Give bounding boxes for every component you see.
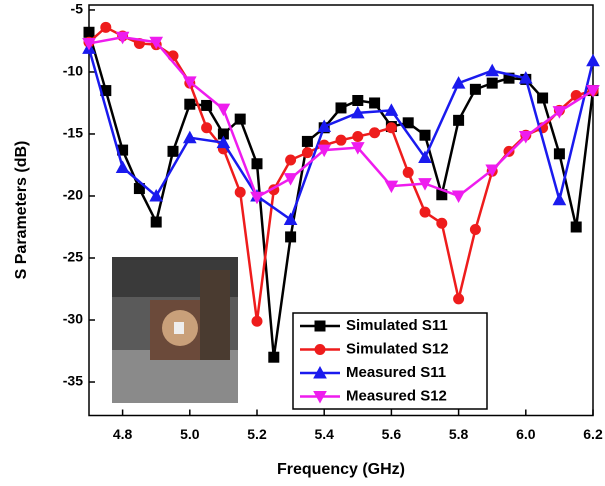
- marker: [485, 63, 500, 77]
- marker: [115, 31, 130, 45]
- marker: [385, 122, 397, 134]
- y-axis-label: S Parameters (dB): [13, 141, 30, 280]
- y-tick-label: -25: [63, 249, 83, 265]
- plot-frame: [88, 4, 594, 417]
- marker: [216, 135, 231, 149]
- marker: [369, 127, 381, 139]
- marker: [469, 83, 481, 95]
- legend-marker: [313, 391, 327, 404]
- marker: [419, 206, 431, 218]
- marker: [552, 106, 567, 119]
- marker: [216, 103, 231, 117]
- legend-marker: [313, 365, 327, 379]
- marker: [82, 37, 96, 51]
- y-tick-label: -35: [63, 373, 83, 389]
- marker: [518, 71, 533, 84]
- series-line: [87, 48, 595, 222]
- x-tick-label: 5.8: [449, 426, 469, 442]
- marker: [182, 76, 197, 89]
- marker: [149, 36, 164, 50]
- legend-marker: [314, 344, 326, 355]
- marker: [150, 216, 162, 228]
- marker: [486, 77, 498, 89]
- marker: [149, 188, 164, 202]
- marker: [285, 231, 297, 243]
- marker: [384, 180, 399, 194]
- legend-marker: [314, 320, 326, 332]
- marker: [352, 94, 364, 106]
- legend-label: Simulated S12: [346, 340, 449, 357]
- marker: [553, 148, 565, 160]
- x-tick-label: 5.0: [180, 426, 200, 442]
- marker: [418, 150, 432, 164]
- x-tick-label: 6.2: [583, 426, 603, 442]
- marker: [402, 166, 414, 178]
- marker: [201, 122, 213, 134]
- marker: [184, 98, 196, 110]
- marker: [317, 119, 332, 133]
- marker: [201, 99, 213, 111]
- marker: [503, 145, 515, 157]
- marker: [552, 192, 567, 206]
- marker: [451, 190, 466, 204]
- y-tick-label: -5: [71, 1, 84, 17]
- marker: [167, 145, 179, 157]
- inset-photo: [112, 257, 238, 403]
- x-tick-label: 4.8: [113, 426, 133, 442]
- marker: [518, 130, 533, 144]
- y-tick-label: -30: [63, 311, 83, 327]
- y-tick-label: -20: [63, 187, 83, 203]
- y-tick-label: -10: [63, 63, 83, 79]
- marker: [283, 212, 298, 226]
- marker: [419, 129, 431, 141]
- x-axis-label: Frequency (GHz): [277, 461, 405, 478]
- marker: [301, 135, 313, 147]
- marker: [335, 134, 347, 146]
- marker: [384, 103, 399, 116]
- marker: [350, 105, 365, 119]
- marker: [133, 183, 145, 195]
- marker: [418, 178, 432, 191]
- marker: [100, 21, 112, 33]
- marker: [402, 117, 414, 129]
- legend-label: Measured S12: [346, 387, 447, 404]
- marker: [268, 351, 280, 363]
- marker: [285, 154, 297, 166]
- x-tick-label: 5.4: [314, 426, 334, 442]
- marker: [283, 173, 298, 186]
- marker: [350, 142, 365, 155]
- marker: [570, 221, 582, 233]
- marker: [469, 223, 481, 235]
- marker: [83, 26, 95, 38]
- marker: [251, 315, 263, 327]
- x-tick-label: 5.6: [382, 426, 402, 442]
- series-line: [88, 35, 594, 200]
- marker: [115, 160, 130, 173]
- marker: [485, 164, 500, 177]
- marker: [301, 147, 313, 159]
- marker: [317, 144, 332, 158]
- x-tick-label: 6.0: [516, 426, 536, 442]
- legend-label: Measured S11: [346, 364, 446, 381]
- legend-label: Simulated S11: [346, 317, 448, 334]
- marker: [234, 186, 246, 198]
- marker: [369, 97, 381, 109]
- marker: [586, 85, 600, 98]
- marker: [182, 130, 197, 144]
- marker: [335, 102, 347, 114]
- marker: [537, 92, 549, 104]
- y-tick-label: -15: [63, 125, 83, 141]
- marker: [352, 130, 364, 142]
- marker: [586, 53, 600, 67]
- marker: [250, 191, 264, 205]
- marker: [453, 293, 465, 305]
- marker: [251, 158, 263, 170]
- marker: [451, 76, 466, 89]
- marker: [436, 217, 448, 229]
- marker: [234, 113, 246, 125]
- x-tick-label: 5.2: [247, 426, 267, 442]
- marker: [453, 114, 465, 126]
